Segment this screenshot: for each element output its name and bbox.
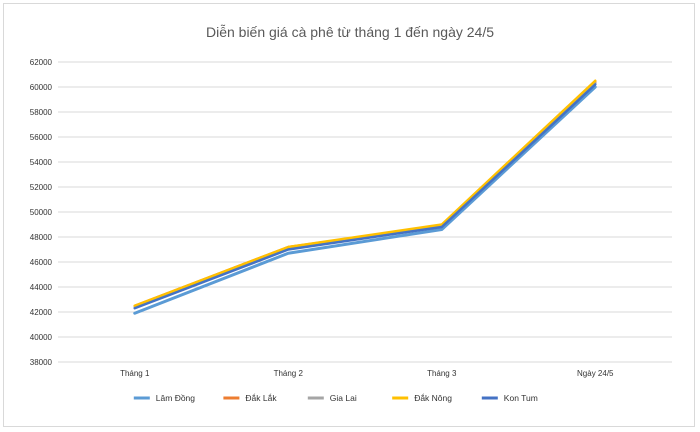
y-tick-label: 54000 xyxy=(30,158,53,167)
legend-label: Lâm Đồng xyxy=(156,393,195,403)
x-tick-label: Tháng 3 xyxy=(427,369,457,378)
series-line-5 xyxy=(133,83,597,310)
series-line-4 xyxy=(133,79,597,307)
y-tick-label: 52000 xyxy=(30,183,53,192)
y-tick-label: 48000 xyxy=(30,233,53,242)
series-line-3 xyxy=(133,82,597,309)
y-tick-label: 50000 xyxy=(30,208,53,217)
y-tick-label: 46000 xyxy=(30,258,53,267)
legend-label: Gia Lai xyxy=(330,393,357,403)
legend-label: Đắk Lắk xyxy=(245,393,277,403)
x-tick-label: Ngày 24/5 xyxy=(577,369,614,378)
y-tick-label: 42000 xyxy=(30,308,53,317)
x-tick-label: Tháng 1 xyxy=(120,369,150,378)
y-tick-label: 40000 xyxy=(30,333,53,342)
series-line-1 xyxy=(133,85,597,315)
y-tick-label: 38000 xyxy=(30,358,53,367)
chart-frame xyxy=(3,3,695,427)
y-tick-label: 62000 xyxy=(30,58,53,67)
y-tick-label: 58000 xyxy=(30,108,53,117)
chart-title: Diễn biến giá cà phê từ tháng 1 đến ngày… xyxy=(205,24,495,40)
legend-label: Đắk Nông xyxy=(414,393,452,403)
x-tick-label: Tháng 2 xyxy=(274,369,304,378)
y-tick-label: 44000 xyxy=(30,283,53,292)
y-tick-label: 56000 xyxy=(30,133,53,142)
legend-label: Kon Tum xyxy=(504,393,538,403)
y-tick-label: 60000 xyxy=(30,83,53,92)
series-line-2 xyxy=(133,80,597,307)
